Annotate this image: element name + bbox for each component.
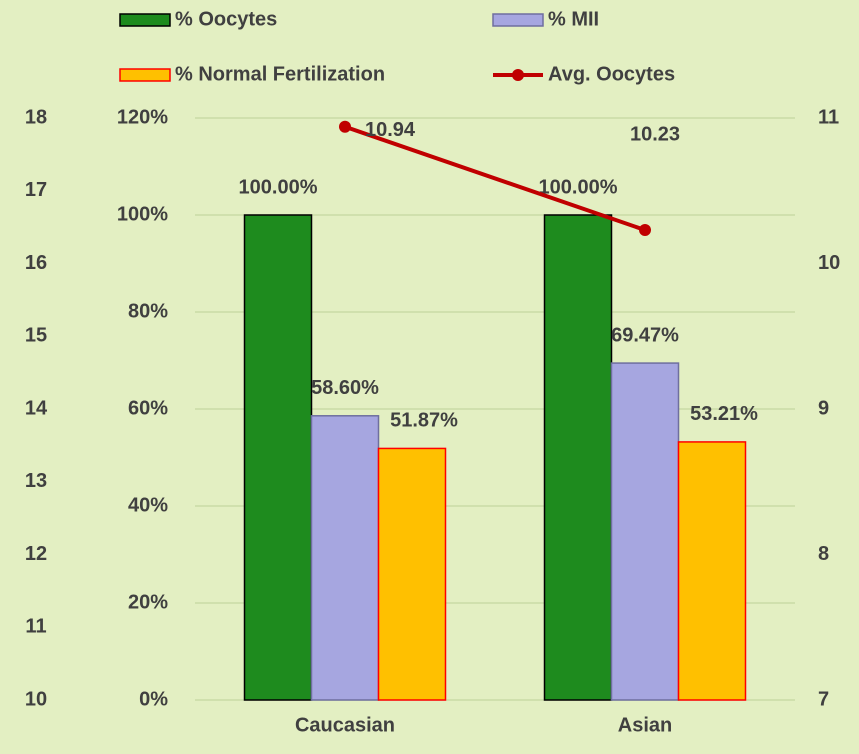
x-tick-label: Asian <box>618 714 672 736</box>
data-label: 100.00% <box>539 176 618 198</box>
data-label: 100.00% <box>239 176 318 198</box>
bar <box>543 214 613 701</box>
data-label: 69.47% <box>611 324 679 346</box>
line-point <box>639 224 651 237</box>
y2-tick-label: 8 <box>818 543 829 565</box>
bar <box>377 447 447 701</box>
legend-marker <box>512 69 524 81</box>
x-tick-label: Caucasian <box>295 714 395 736</box>
y2-tick-label: 9 <box>818 397 829 419</box>
y3-tick-label: 11 <box>25 616 46 638</box>
y2-tick-label: 10 <box>818 252 840 274</box>
y-tick-label: 0% <box>139 688 168 710</box>
data-label: 53.21% <box>690 403 758 425</box>
data-label: 58.60% <box>311 377 379 399</box>
data-label: 51.87% <box>390 410 458 432</box>
bar <box>610 362 680 701</box>
y-tick-label: 60% <box>128 397 168 419</box>
y3-tick-label: 17 <box>25 179 47 201</box>
legend-swatch <box>119 68 171 82</box>
y-tick-label: 20% <box>128 591 168 613</box>
y-tick-label: 80% <box>128 300 168 322</box>
y3-tick-label: 16 <box>25 252 47 274</box>
y3-tick-label: 13 <box>25 470 47 492</box>
bar <box>310 415 380 701</box>
y-tick-label: 100% <box>117 203 168 225</box>
legend-swatch <box>492 13 544 27</box>
legend-label: Avg. Oocytes <box>548 63 675 85</box>
legend-label: % Normal Fertilization <box>175 63 385 85</box>
y2-tick-label: 7 <box>818 688 829 710</box>
y3-tick-label: 10 <box>25 688 47 710</box>
y-tick-label: 120% <box>117 106 168 128</box>
y3-tick-label: 18 <box>25 106 47 128</box>
data-label: 10.94 <box>365 119 416 141</box>
y3-tick-label: 15 <box>25 325 47 347</box>
y3-tick-label: 14 <box>25 397 48 419</box>
line-point <box>339 120 351 133</box>
bar <box>677 441 747 701</box>
y2-tick-label: 11 <box>818 106 839 128</box>
legend-label: % Oocytes <box>175 8 277 30</box>
data-label: 10.23 <box>630 123 680 145</box>
legend-label: % MII <box>548 8 599 30</box>
y-tick-label: 40% <box>128 494 168 516</box>
legend-swatch <box>119 13 171 27</box>
line <box>344 124 646 232</box>
bar <box>243 214 313 701</box>
y3-tick-label: 12 <box>25 543 47 565</box>
